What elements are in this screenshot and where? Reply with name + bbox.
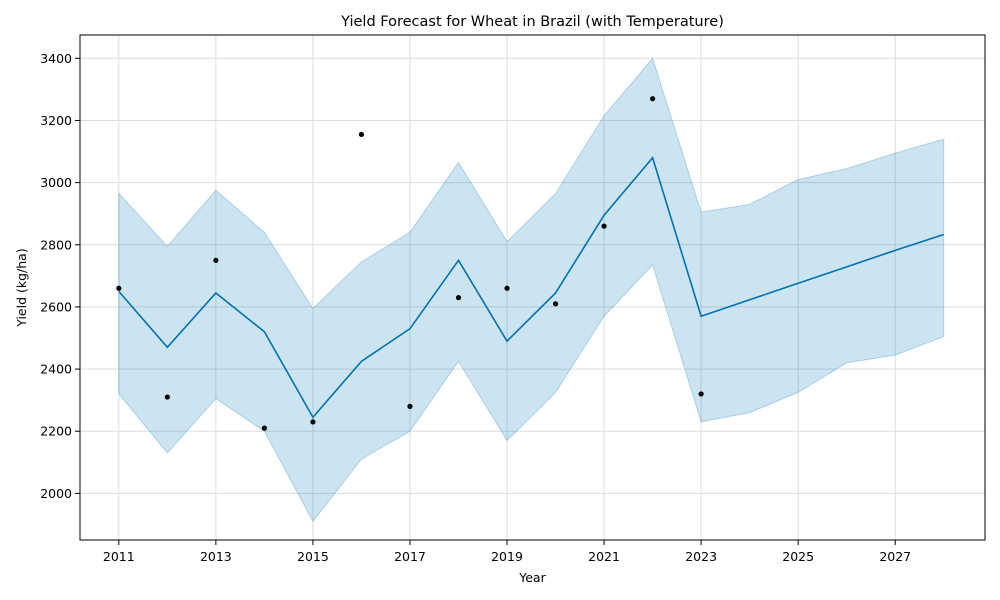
observed-point bbox=[310, 419, 316, 425]
x-tick-label: 2019 bbox=[491, 549, 523, 564]
y-tick-label: 2000 bbox=[40, 486, 72, 501]
observed-point bbox=[601, 223, 607, 229]
y-axis-ticks: 2000 2200 2400 2600 2800 3000 3200 3400 bbox=[40, 51, 80, 501]
grid-layer bbox=[80, 35, 985, 540]
observed-point bbox=[116, 285, 122, 291]
y-tick-label: 2400 bbox=[40, 362, 72, 377]
y-tick-label: 2800 bbox=[40, 237, 72, 252]
observed-point bbox=[650, 96, 656, 102]
x-tick-label: 2025 bbox=[782, 549, 814, 564]
x-tick-label: 2013 bbox=[200, 549, 232, 564]
observed-point bbox=[407, 403, 413, 409]
observed-point bbox=[698, 391, 704, 397]
y-axis-label: Yield (kg/ha) bbox=[14, 248, 29, 327]
observed-point bbox=[552, 301, 559, 307]
x-tick-label: 2015 bbox=[297, 549, 329, 564]
plot-frame bbox=[79, 34, 986, 541]
x-tick-label: 2021 bbox=[588, 549, 620, 564]
observed-point bbox=[213, 257, 219, 263]
observed-point bbox=[164, 394, 170, 400]
x-tick-label: 2027 bbox=[879, 549, 911, 564]
x-tick-label: 2017 bbox=[394, 549, 426, 564]
observed-point bbox=[261, 425, 267, 431]
observed-point bbox=[358, 131, 365, 138]
forecast-line-layer bbox=[118, 156, 945, 419]
confidence-band-layer bbox=[118, 57, 945, 523]
observed-point bbox=[504, 285, 510, 291]
x-axis-ticks: 2011 2013 2015 2017 2019 2021 2023 2025 2027 bbox=[103, 540, 911, 564]
observed-points-layer bbox=[116, 96, 704, 431]
confidence-band bbox=[118, 57, 945, 523]
y-tick-label: 3400 bbox=[40, 51, 72, 66]
y-tick-label: 2600 bbox=[40, 299, 72, 314]
observed-point bbox=[455, 295, 462, 301]
x-tick-label: 2011 bbox=[103, 549, 135, 564]
forecast-line bbox=[118, 156, 945, 419]
x-tick-label: 2023 bbox=[685, 549, 717, 564]
x-axis-label: Year bbox=[518, 570, 546, 585]
y-tick-label: 3000 bbox=[40, 175, 72, 190]
y-tick-label: 2200 bbox=[40, 424, 72, 439]
y-tick-label: 3200 bbox=[40, 113, 72, 128]
chart-title: Yield Forecast for Wheat in Brazil (with… bbox=[340, 14, 724, 30]
